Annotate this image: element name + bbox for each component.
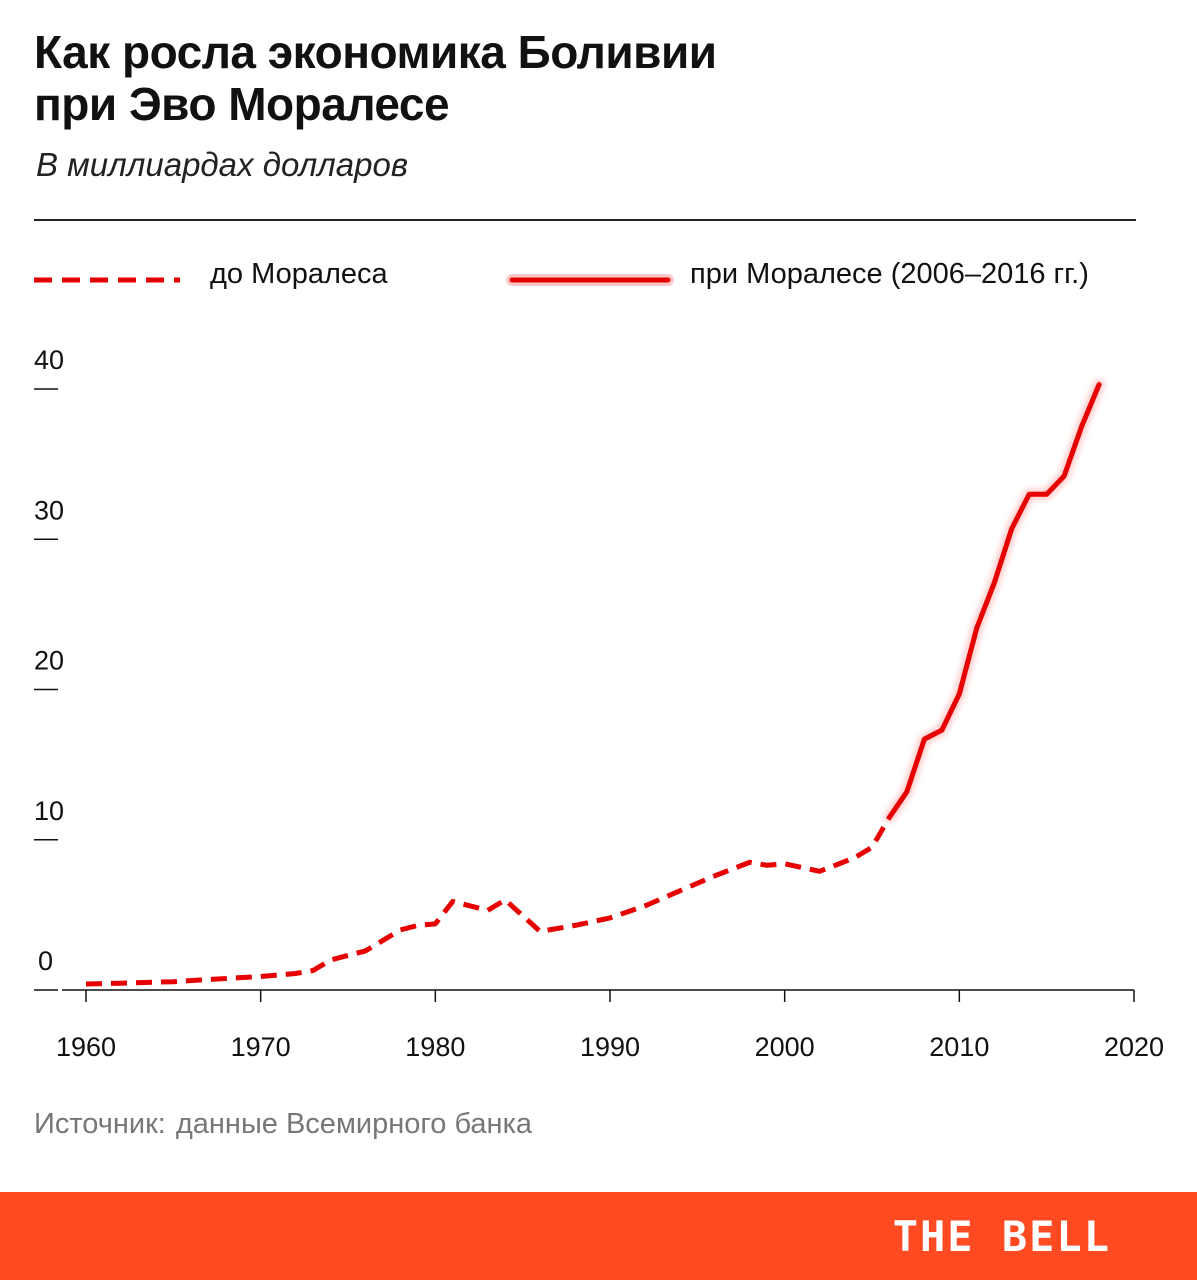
y-tick-label-0: 0 bbox=[38, 946, 53, 976]
chart-title: Как росла экономика Боливии при Эво Мора… bbox=[34, 26, 1134, 130]
y-axis: 0 10 20 30 40 bbox=[34, 345, 64, 991]
chart-title-line-2: при Эво Моралесе bbox=[34, 78, 450, 130]
x-tick-label-1960: 1960 bbox=[56, 1032, 116, 1062]
y-tick-label-20: 20 bbox=[34, 646, 64, 676]
x-tick-label-1990: 1990 bbox=[580, 1032, 640, 1062]
legend-label-before: до Моралеса bbox=[210, 258, 388, 290]
y-tick-label-40: 40 bbox=[34, 345, 64, 375]
brand-logo: THE BELL bbox=[892, 1212, 1111, 1261]
series-line-morales bbox=[887, 382, 1102, 820]
x-tick-label-2020: 2020 bbox=[1104, 1032, 1164, 1062]
y-tick-label-30: 30 bbox=[34, 495, 64, 525]
source-note: Источник: данные Всемирного банка bbox=[34, 1108, 532, 1141]
y-tick-label-10: 10 bbox=[34, 796, 64, 826]
x-tick-label-2000: 2000 bbox=[755, 1032, 815, 1062]
series-layer bbox=[85, 379, 1105, 987]
x-tick-label-1970: 1970 bbox=[231, 1032, 291, 1062]
x-tick-label-2010: 2010 bbox=[929, 1032, 989, 1062]
source-label: Источник: bbox=[34, 1108, 166, 1140]
line-chart: 0 10 20 30 40 1960 1970 1980 1990 2000 2010 2020 bbox=[34, 345, 1164, 1062]
footer-bar: THE BELL bbox=[0, 1192, 1197, 1280]
chart-subtitle: В миллиардах долларов bbox=[36, 146, 409, 183]
source-text: данные Всемирного банка bbox=[175, 1108, 533, 1140]
x-axis: 1960 1970 1980 1990 2000 2010 2020 bbox=[56, 989, 1164, 1062]
header-divider bbox=[34, 219, 1136, 221]
legend-label-during: при Моралесе (2006–2016 гг.) bbox=[690, 258, 1089, 290]
series-line-before-morales bbox=[85, 815, 892, 987]
chart-title-line-1: Как росла экономика Боливии bbox=[34, 26, 717, 78]
x-tick-label-1980: 1980 bbox=[405, 1032, 465, 1062]
legend-swatches bbox=[34, 274, 674, 286]
